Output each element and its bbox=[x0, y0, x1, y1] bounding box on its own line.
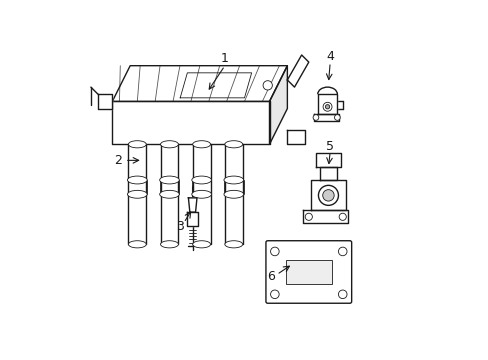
Circle shape bbox=[339, 213, 346, 220]
Ellipse shape bbox=[160, 141, 178, 148]
Ellipse shape bbox=[127, 190, 147, 198]
Ellipse shape bbox=[128, 241, 146, 248]
Polygon shape bbox=[315, 153, 340, 167]
Polygon shape bbox=[98, 94, 112, 109]
Ellipse shape bbox=[192, 241, 210, 248]
Ellipse shape bbox=[191, 176, 211, 184]
Polygon shape bbox=[313, 114, 339, 121]
Ellipse shape bbox=[192, 141, 210, 148]
Polygon shape bbox=[112, 102, 269, 144]
Ellipse shape bbox=[128, 141, 146, 148]
Circle shape bbox=[312, 114, 318, 120]
Ellipse shape bbox=[224, 176, 243, 184]
Ellipse shape bbox=[224, 190, 243, 198]
FancyBboxPatch shape bbox=[265, 241, 351, 303]
Ellipse shape bbox=[191, 190, 211, 198]
Text: 2: 2 bbox=[114, 154, 122, 167]
Circle shape bbox=[334, 114, 340, 120]
Polygon shape bbox=[303, 210, 347, 223]
Circle shape bbox=[338, 290, 346, 298]
Ellipse shape bbox=[160, 176, 179, 184]
Polygon shape bbox=[317, 94, 337, 114]
Text: 3: 3 bbox=[176, 220, 184, 233]
Circle shape bbox=[318, 185, 338, 205]
Ellipse shape bbox=[224, 141, 242, 148]
Circle shape bbox=[263, 81, 272, 90]
Circle shape bbox=[270, 290, 279, 298]
Ellipse shape bbox=[127, 176, 147, 184]
Polygon shape bbox=[287, 130, 305, 144]
Ellipse shape bbox=[224, 241, 242, 248]
Polygon shape bbox=[319, 167, 337, 180]
Circle shape bbox=[322, 190, 333, 201]
Polygon shape bbox=[112, 66, 287, 102]
Ellipse shape bbox=[325, 105, 329, 109]
Circle shape bbox=[338, 247, 346, 256]
Text: 4: 4 bbox=[325, 50, 333, 63]
Text: 1: 1 bbox=[221, 52, 228, 65]
Text: 6: 6 bbox=[267, 270, 275, 283]
Polygon shape bbox=[269, 66, 287, 144]
Text: 5: 5 bbox=[325, 140, 334, 153]
Ellipse shape bbox=[323, 102, 331, 111]
Polygon shape bbox=[187, 212, 198, 226]
Polygon shape bbox=[310, 180, 346, 210]
Circle shape bbox=[270, 247, 279, 256]
Ellipse shape bbox=[160, 241, 178, 248]
Ellipse shape bbox=[160, 190, 179, 198]
Circle shape bbox=[305, 213, 312, 220]
Bar bbox=[285, 260, 331, 284]
Polygon shape bbox=[188, 198, 197, 212]
